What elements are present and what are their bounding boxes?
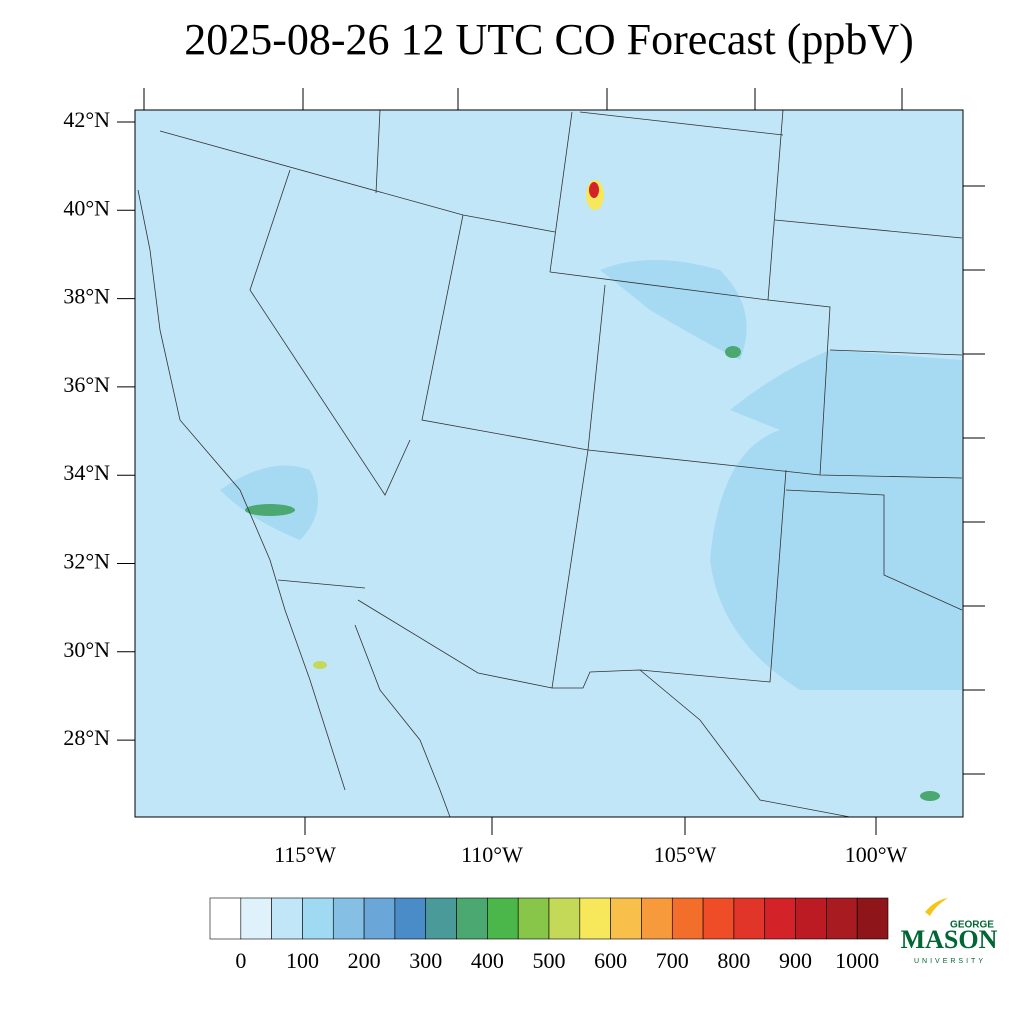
colorbar-box <box>641 897 673 940</box>
colorbar-box <box>579 897 611 940</box>
plume <box>313 661 327 669</box>
coastline <box>354 624 451 818</box>
border <box>774 219 963 356</box>
logo-bottom: UNIVERSITY <box>914 958 986 965</box>
plume <box>589 182 599 198</box>
lat-label: 30°N <box>63 637 110 662</box>
border <box>551 284 787 689</box>
colorbar-label: 200 <box>348 948 381 973</box>
border <box>579 109 784 301</box>
plume-area <box>710 350 962 690</box>
colorbar-box <box>671 897 704 940</box>
colorbar-box <box>302 897 334 940</box>
border <box>375 109 381 194</box>
plume <box>725 346 741 358</box>
colorbar-label: 100 <box>286 948 319 973</box>
boundaries <box>137 109 963 818</box>
colorbar-label: 300 <box>409 948 442 973</box>
colorbar-label: 0 <box>235 948 246 973</box>
colorbar-box <box>517 897 550 940</box>
colorbar-box <box>856 897 889 940</box>
logo: GEORGE MASON UNIVERSITY <box>901 898 998 965</box>
border <box>277 579 553 689</box>
logo-top: GEORGE <box>950 920 994 931</box>
lat-label: 34°N <box>63 460 110 485</box>
plume-area <box>220 465 318 540</box>
border <box>549 111 573 273</box>
colorbar-label: 800 <box>717 948 750 973</box>
map <box>134 109 964 818</box>
colorbar-box <box>548 897 581 940</box>
lat-label: 36°N <box>63 372 110 397</box>
lon-label: 110°W <box>461 842 523 867</box>
colorbar: 0 100 200 300 400 500 600 700 800 900 1000 <box>209 897 889 973</box>
colorbar-box <box>332 897 365 940</box>
coastline <box>137 189 346 791</box>
lat-label: 40°N <box>63 195 110 220</box>
river <box>639 669 851 818</box>
colorbar-box <box>394 897 427 940</box>
colorbar-box <box>764 897 796 940</box>
colorbar-box <box>240 897 272 940</box>
colorbar-box <box>363 897 396 940</box>
lat-label: 38°N <box>63 284 110 309</box>
colorbar-box <box>733 897 766 940</box>
plume-area <box>600 260 747 360</box>
lon-label: 115°W <box>274 842 336 867</box>
colorbar-label: 400 <box>471 948 504 973</box>
logo-swoosh <box>925 898 948 916</box>
border <box>549 271 831 476</box>
lat-label: 28°N <box>63 725 110 750</box>
map-frame <box>134 109 964 818</box>
colorbar-box <box>209 897 242 940</box>
colorbar-box <box>271 897 303 940</box>
lon-label: 105°W <box>654 842 717 867</box>
lat-label: 42°N <box>63 107 110 132</box>
colorbar-box <box>702 897 735 940</box>
colorbar-label: 500 <box>533 948 566 973</box>
border <box>249 169 411 496</box>
plume <box>245 504 295 516</box>
colorbar-label: 600 <box>594 948 627 973</box>
colorbar-label: 1000 <box>835 948 879 973</box>
lat-label: 32°N <box>63 549 110 574</box>
colorbar-label: 900 <box>779 948 812 973</box>
logo-name: MASON <box>901 925 998 954</box>
border <box>785 489 963 611</box>
colorbar-box <box>487 897 519 940</box>
title: 2025-08-26 12 UTC CO Forecast (ppbV) <box>184 15 914 64</box>
colorbar-box <box>610 897 642 940</box>
colorbar-box <box>795 897 827 940</box>
colorbar-box <box>826 897 858 940</box>
colorbar-box <box>425 897 457 940</box>
colorbar-label: 700 <box>656 948 689 973</box>
plume <box>920 791 940 801</box>
lon-label: 100°W <box>845 842 908 867</box>
colorbar-box <box>456 897 488 940</box>
